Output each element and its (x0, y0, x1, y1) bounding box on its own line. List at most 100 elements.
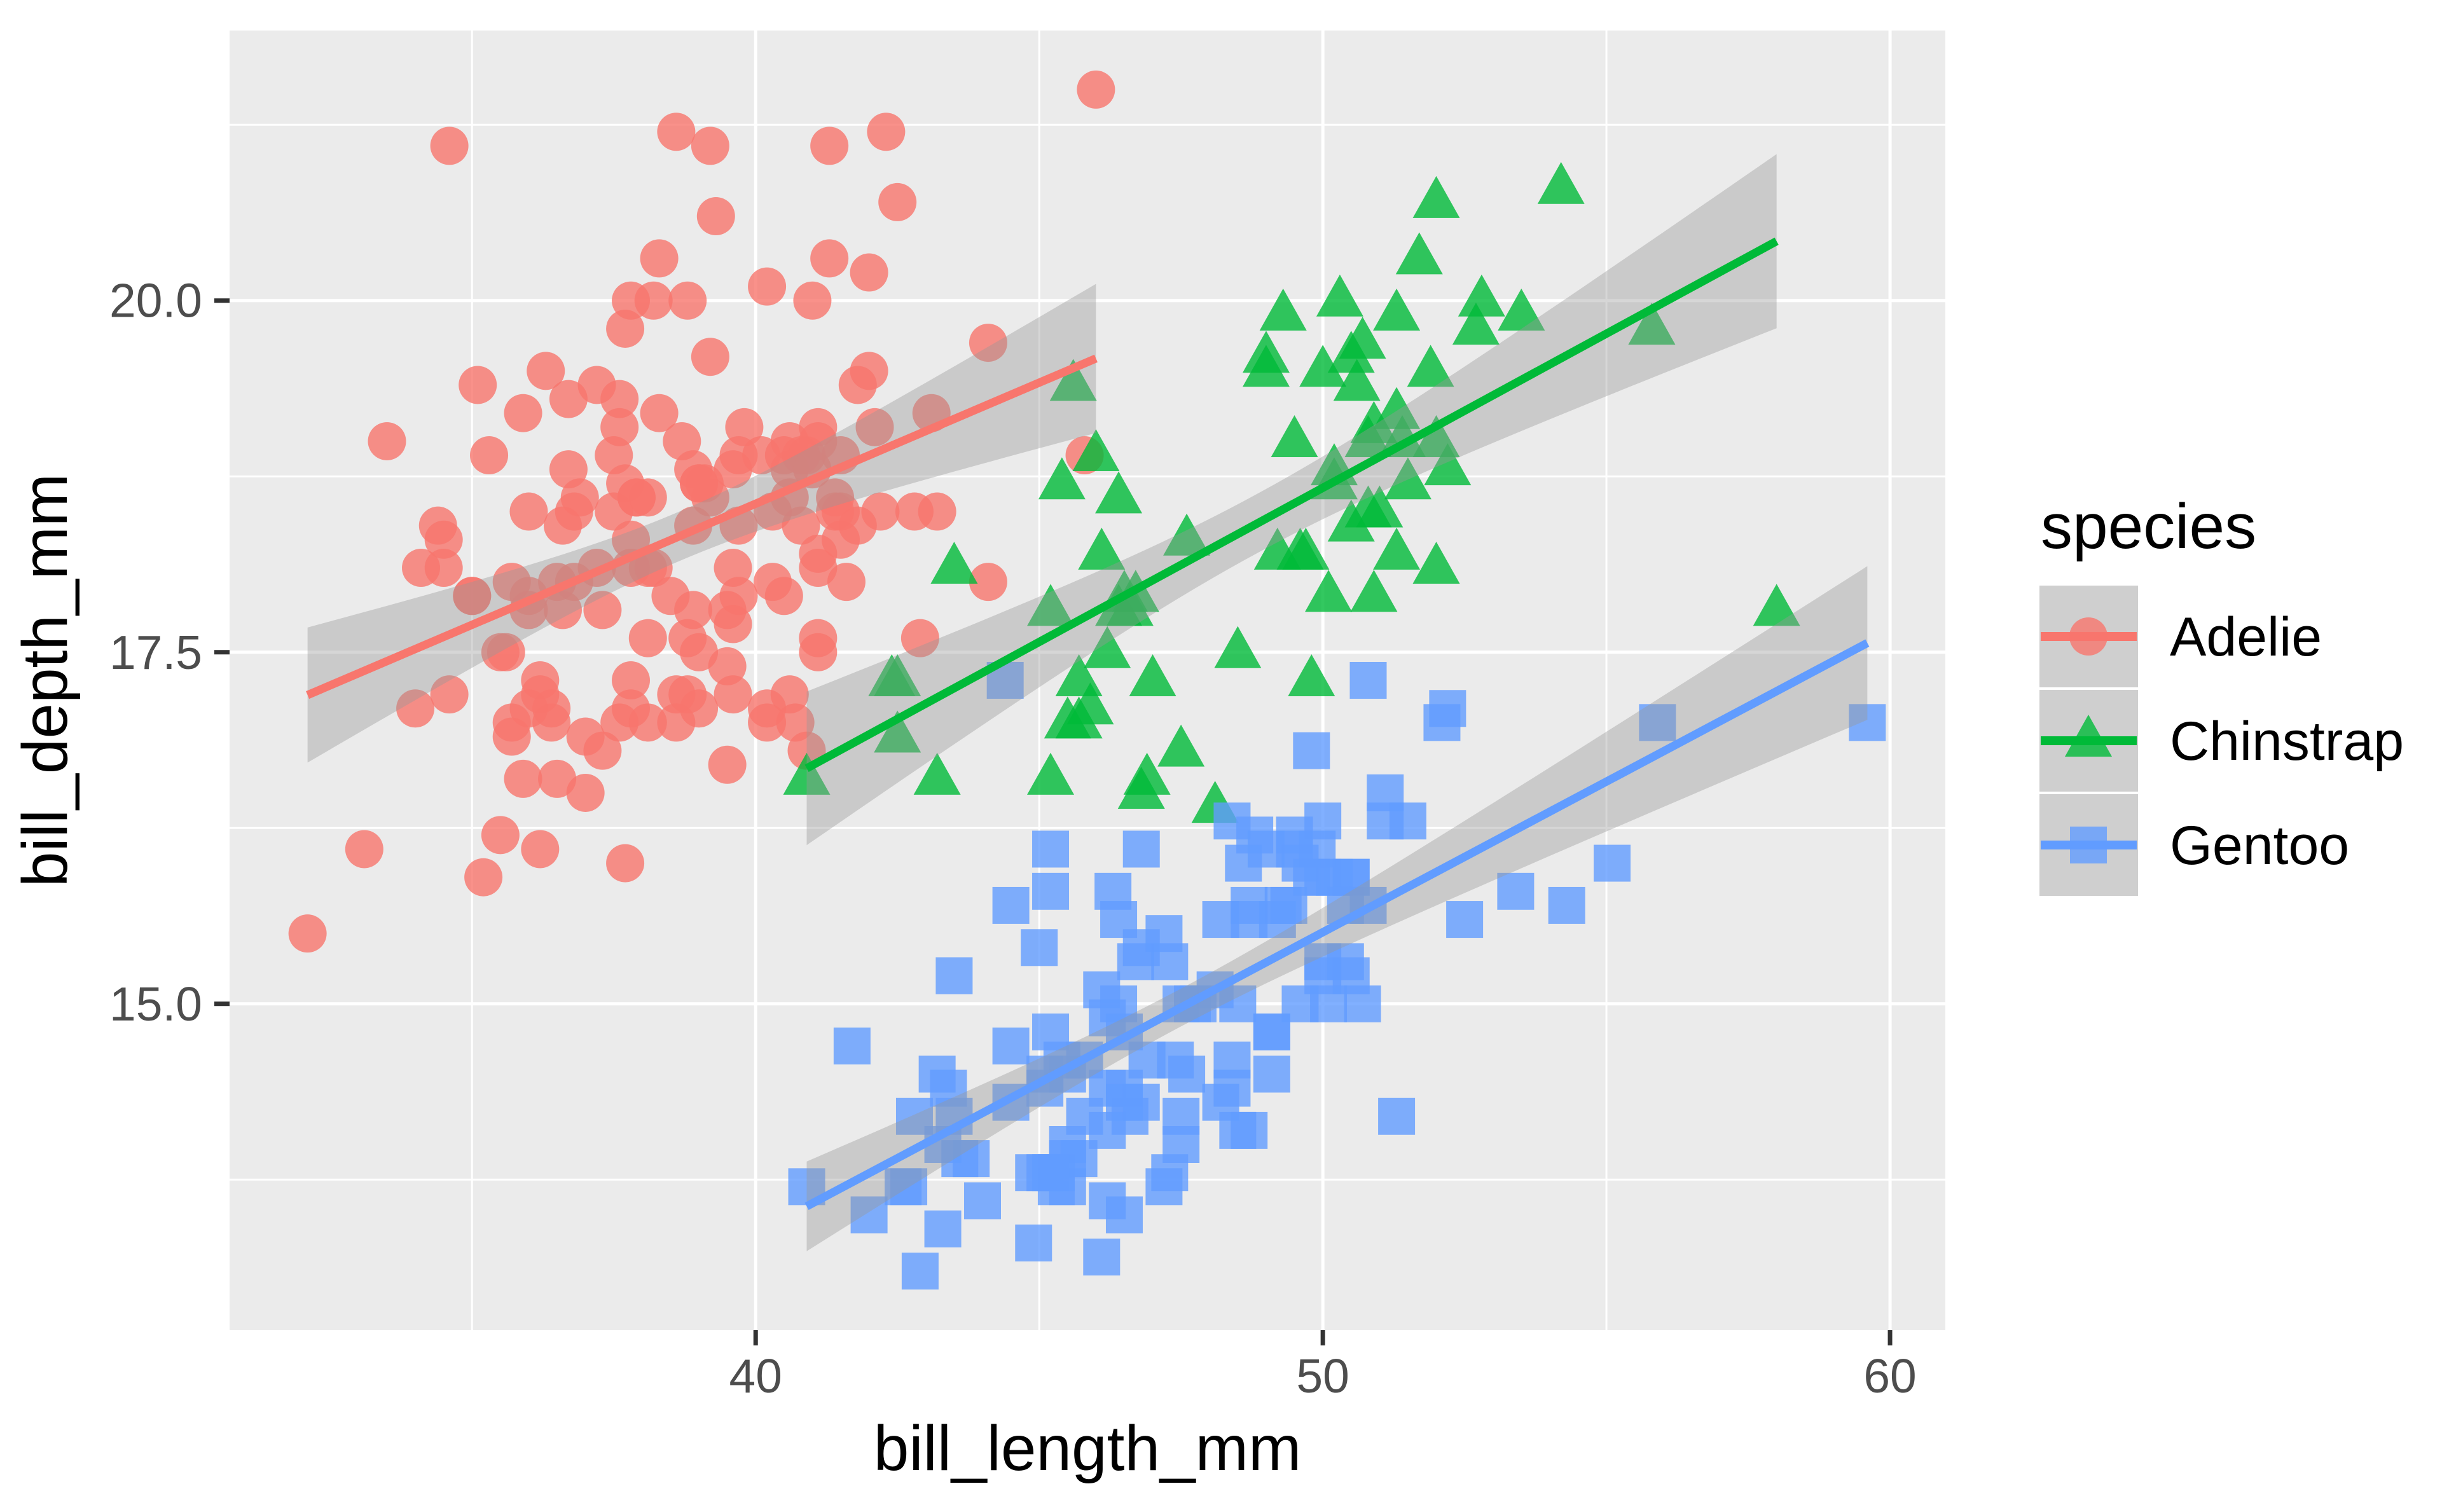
data-point (595, 492, 633, 531)
data-point (1077, 70, 1115, 109)
data-point (867, 113, 906, 151)
data-point (1083, 1238, 1121, 1275)
y-axis-title: bill_depth_mm (10, 474, 81, 887)
data-point (992, 886, 1030, 924)
data-point (696, 197, 735, 235)
data-point (1236, 816, 1274, 854)
data-point (606, 309, 645, 348)
data-point (1339, 317, 1386, 359)
data-point (396, 689, 435, 728)
confidence-ribbon-chinstrap (806, 154, 1777, 846)
data-point (1128, 1041, 1166, 1079)
data-point (1100, 985, 1138, 1022)
data-point (430, 675, 469, 714)
data-point (1027, 584, 1075, 626)
data-point (992, 1027, 1030, 1065)
data-point (492, 703, 531, 742)
data-point (963, 1182, 1001, 1220)
legend-item-label: Chinstrap (2170, 711, 2404, 772)
data-point (1089, 1182, 1126, 1220)
data-point (430, 127, 469, 165)
data-point (850, 1196, 888, 1234)
data-point (913, 752, 961, 795)
data-point (1129, 654, 1176, 696)
data-point (668, 281, 707, 320)
data-point (549, 380, 588, 418)
data-point (850, 253, 888, 292)
data-point (1373, 387, 1421, 429)
legend-item-adelie: Adelie (2039, 586, 2322, 687)
series-adelie-points (288, 70, 1115, 953)
data-point (1089, 1111, 1126, 1149)
x-tick-label: 40 (729, 1349, 782, 1403)
data-point (874, 654, 921, 696)
data-point (1452, 302, 1500, 345)
y-tick-label: 17.5 (109, 626, 202, 679)
data-point (764, 577, 803, 615)
data-point (1049, 359, 1097, 401)
legend-item-chinstrap: Chinstrap (2039, 690, 2404, 792)
data-point (935, 957, 973, 994)
data-point (600, 703, 639, 742)
data-point (1344, 485, 1392, 528)
points-layer (288, 70, 1886, 1290)
data-point (782, 506, 820, 545)
data-point (2069, 617, 2107, 656)
data-point (606, 844, 645, 883)
data-point (1032, 1014, 1070, 1051)
data-point (1429, 690, 1466, 727)
data-point (1202, 901, 1239, 938)
data-point (481, 816, 520, 855)
data-point (486, 633, 525, 671)
x-tick-label: 60 (1863, 1349, 1916, 1403)
data-point (492, 563, 531, 601)
data-point (345, 830, 383, 869)
data-point (748, 267, 787, 306)
data-point (634, 281, 673, 320)
legend-title: species (2041, 491, 2256, 562)
data-point (668, 619, 707, 657)
data-point (1122, 830, 1160, 868)
series-gentoo-points (788, 662, 1886, 1290)
legend-item-label: Adelie (2170, 607, 2322, 668)
data-point (2065, 715, 2112, 757)
data-point (1412, 542, 1460, 584)
data-point (509, 492, 548, 531)
data-point (657, 113, 696, 151)
data-point (583, 591, 622, 629)
data-point (1089, 1069, 1126, 1107)
data-point (874, 710, 921, 753)
data-point (1219, 1111, 1257, 1149)
data-point (504, 394, 542, 432)
data-point (691, 338, 729, 376)
data-point (470, 436, 509, 475)
data-point (1157, 724, 1205, 767)
data-point (1384, 457, 1431, 500)
data-point (1027, 752, 1075, 795)
data-point (1259, 288, 1307, 331)
data-point (1145, 915, 1183, 952)
x-axis-title: bill_length_mm (874, 1413, 1302, 1484)
data-point (504, 759, 542, 798)
data-point (855, 408, 894, 446)
data-point (600, 408, 639, 446)
data-point (1055, 696, 1103, 739)
data-point (1095, 584, 1143, 626)
data-point (1015, 1224, 1052, 1261)
confidence-ribbon-gentoo (806, 566, 1868, 1251)
data-point (1122, 1083, 1160, 1121)
data-point (1497, 872, 1535, 910)
data-point (640, 239, 679, 278)
data-point (1095, 471, 1143, 514)
data-point (1407, 345, 1454, 387)
data-point (719, 436, 758, 475)
data-point (838, 366, 877, 404)
data-point (1350, 570, 1398, 612)
x-tick-label: 50 (1296, 1349, 1349, 1403)
data-point (1078, 527, 1126, 570)
data-point (1594, 844, 1631, 882)
data-point (1055, 654, 1103, 696)
data-point (799, 549, 838, 588)
data-point (1299, 830, 1336, 868)
